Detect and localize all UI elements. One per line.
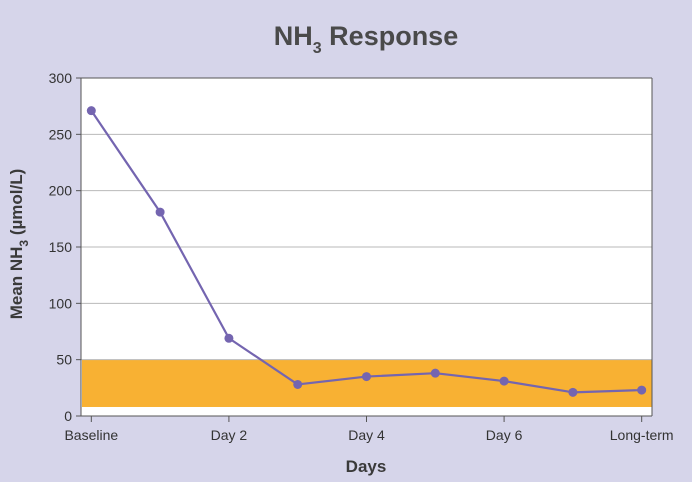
y-axis-title: Mean NH3 (µmol/L) [7, 169, 31, 320]
chart-title-subscript: 3 [313, 40, 322, 57]
y-tick-label-200: 200 [49, 183, 73, 199]
data-point-2 [224, 333, 234, 343]
y-axis-title-post: (µmol/L) [7, 169, 26, 240]
x-tick-label-4: Day 4 [348, 427, 385, 443]
series-layer [86, 106, 647, 397]
y-tick-label-150: 150 [49, 239, 73, 255]
chart-title-main: NH [274, 21, 313, 51]
x-axis-title: Days [346, 457, 387, 476]
y-tick-label-50: 50 [56, 352, 72, 368]
chart-title-rest: Response [322, 21, 459, 51]
y-axis-title-subscript: 3 [17, 240, 31, 247]
y-tick-labels: 0 50 100 150 200 250 300 [49, 70, 73, 424]
y-tick-label-250: 250 [49, 126, 73, 142]
y-tick-label-300: 300 [49, 70, 73, 86]
data-point-5 [430, 368, 440, 378]
data-point-6 [499, 376, 509, 386]
data-point-0 [86, 106, 96, 116]
x-tick-label-6: Day 6 [486, 427, 523, 443]
chart-title: NH3 Response [274, 21, 458, 57]
y-tick-label-100: 100 [49, 295, 73, 311]
y-axis-title-pre: Mean NH [7, 247, 26, 320]
x-tick-labels: Baseline Day 2 Day 4 Day 6 Long-term [64, 427, 673, 443]
x-tick-label-0: Baseline [64, 427, 118, 443]
data-point-7 [568, 387, 578, 397]
x-tick-label-2: Day 2 [211, 427, 248, 443]
data-point-8 [637, 385, 647, 395]
data-point-3 [293, 379, 303, 389]
x-tick-label-8: Long-term [610, 427, 674, 443]
reference-range-band [82, 359, 652, 407]
y-tick-label-0: 0 [64, 408, 72, 424]
data-point-1 [155, 207, 165, 217]
axes [76, 77, 653, 422]
data-point-4 [362, 372, 371, 382]
